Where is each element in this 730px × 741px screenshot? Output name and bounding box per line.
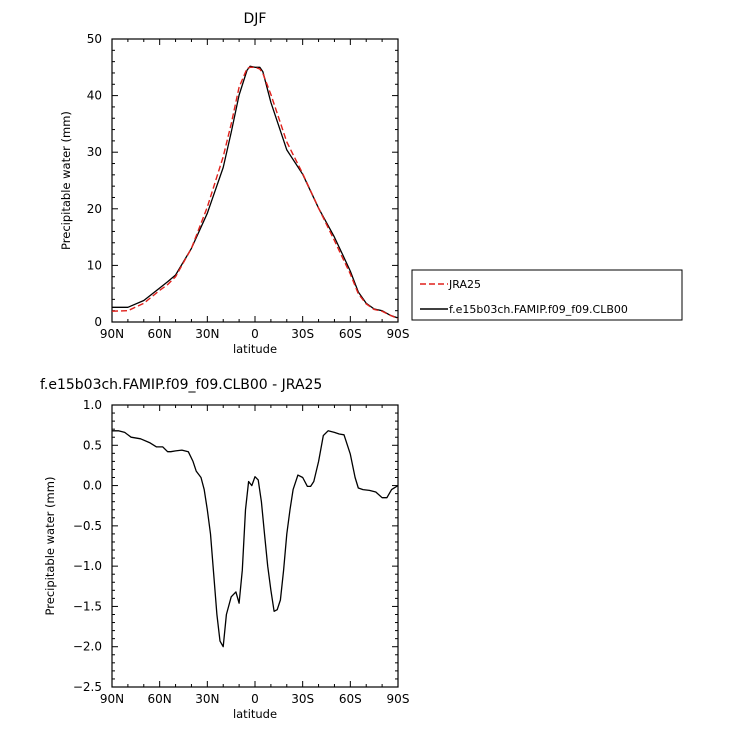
y-tick-label: 20	[87, 202, 102, 216]
y-tick-label: −2.0	[73, 640, 102, 654]
x-tick-label: 30N	[195, 692, 219, 706]
y-tick-label: 0.5	[83, 438, 102, 452]
plot-frame	[111, 38, 399, 323]
x-axis-title: latitude	[233, 342, 277, 356]
x-tick-label: 60S	[339, 692, 362, 706]
plot-frame	[111, 404, 399, 688]
y-tick-label: 40	[87, 89, 102, 103]
y-tick-label: −2.5	[73, 680, 102, 694]
chart-difference: f.e15b03ch.FAMIP.f09_f09.CLB00 - JRA25 90…	[40, 377, 409, 721]
y-tick-label: −1.0	[73, 559, 102, 573]
x-tick-label: 90S	[387, 327, 410, 341]
y-axis-title: Precipitable water (mm)	[43, 477, 57, 616]
y-tick-label: 10	[87, 258, 102, 272]
y-axis-title: Precipitable water (mm)	[59, 111, 73, 250]
y-tick-label: 50	[87, 32, 102, 46]
series-line-difference	[112, 430, 399, 648]
series-line-model	[112, 65, 399, 319]
legend-box	[411, 269, 683, 321]
x-tick-label: 60N	[148, 692, 172, 706]
series-line-jra25	[111, 66, 399, 320]
x-tick-label: 0	[251, 327, 259, 341]
x-tick-label: 60S	[339, 327, 362, 341]
chart-title: f.e15b03ch.FAMIP.f09_f09.CLB00 - JRA25	[40, 377, 322, 393]
x-axis-title: latitude	[233, 707, 277, 721]
legend-label: f.e15b03ch.FAMIP.f09_f09.CLB00	[449, 303, 628, 316]
x-tick-label: 30S	[291, 327, 314, 341]
y-tick-label: −0.5	[73, 519, 102, 533]
x-tick-label: 90N	[100, 692, 124, 706]
y-tick-label: 0.0	[83, 479, 102, 493]
y-tick-label: −1.5	[73, 599, 102, 613]
y-tick-label: 1.0	[83, 398, 102, 412]
x-tick-label: 60N	[148, 327, 172, 341]
x-tick-label: 30S	[291, 692, 314, 706]
y-tick-label: 30	[87, 145, 102, 159]
chart-title: DJF	[244, 11, 267, 27]
x-tick-label: 90N	[100, 327, 124, 341]
x-tick-label: 0	[251, 692, 259, 706]
x-tick-label: 30N	[195, 327, 219, 341]
legend-label: JRA25	[448, 278, 481, 291]
chart-djf: DJF 90N 60N 30N 0 30S 60S 90S 0 10 20 30 40 50 latitud…	[59, 11, 683, 356]
y-tick-label: 0	[94, 315, 102, 329]
x-tick-label: 90S	[387, 692, 410, 706]
